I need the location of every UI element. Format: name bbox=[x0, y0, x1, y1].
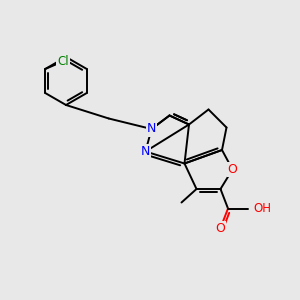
Text: O: O bbox=[228, 163, 237, 176]
Text: N: N bbox=[147, 122, 156, 136]
Text: N: N bbox=[141, 145, 150, 158]
Text: O: O bbox=[216, 221, 225, 235]
Text: OH: OH bbox=[253, 202, 271, 215]
Text: Cl: Cl bbox=[57, 55, 69, 68]
